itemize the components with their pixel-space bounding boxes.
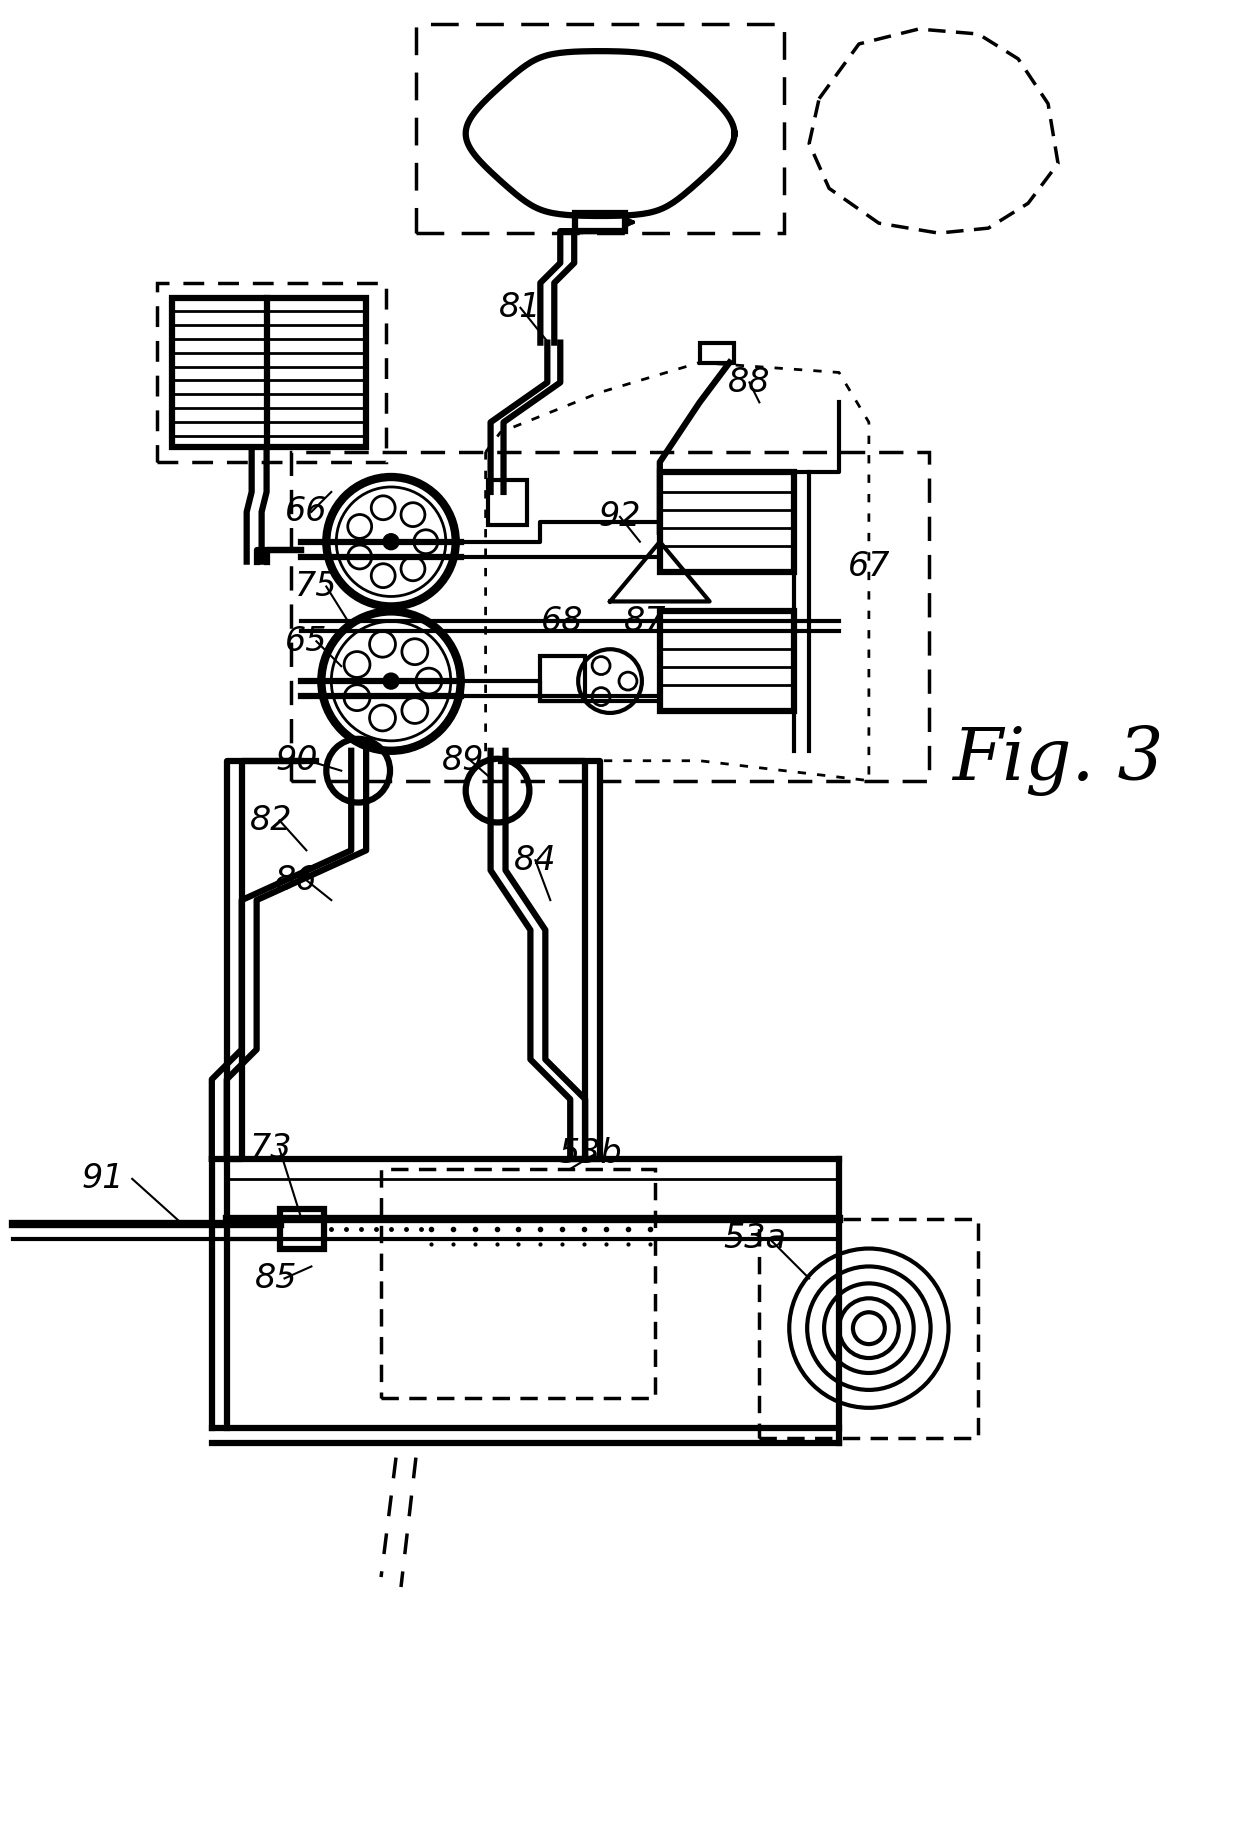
Circle shape xyxy=(383,673,399,689)
Text: 73: 73 xyxy=(250,1133,293,1166)
Text: 89: 89 xyxy=(441,745,484,778)
Bar xyxy=(487,480,527,525)
Bar xyxy=(415,24,784,233)
Text: 85: 85 xyxy=(255,1262,298,1295)
Bar xyxy=(759,1218,978,1438)
Text: 84: 84 xyxy=(515,845,557,876)
Text: Fig. 3: Fig. 3 xyxy=(952,724,1164,796)
Text: 68: 68 xyxy=(541,604,584,638)
Text: 88: 88 xyxy=(728,366,771,399)
Bar xyxy=(279,1209,325,1249)
Bar xyxy=(172,298,366,447)
Text: 53a: 53a xyxy=(723,1222,786,1255)
Text: 82: 82 xyxy=(250,804,293,837)
Text: 90: 90 xyxy=(275,745,317,778)
Text: 53b: 53b xyxy=(558,1138,622,1170)
Bar xyxy=(660,471,794,571)
Bar xyxy=(157,283,386,462)
Text: 66: 66 xyxy=(285,495,327,529)
Text: 67: 67 xyxy=(848,551,890,584)
Text: 92: 92 xyxy=(599,501,641,534)
Circle shape xyxy=(383,534,399,549)
Text: 81: 81 xyxy=(500,292,542,323)
Text: 87: 87 xyxy=(624,604,666,638)
Text: 75: 75 xyxy=(295,569,337,602)
Bar xyxy=(660,612,794,711)
Text: 91: 91 xyxy=(81,1162,124,1196)
Text: 86: 86 xyxy=(275,863,317,896)
Text: 65: 65 xyxy=(285,625,327,658)
Bar xyxy=(291,453,929,780)
Bar xyxy=(575,213,625,231)
Bar xyxy=(541,656,585,700)
Bar xyxy=(699,342,734,362)
Bar xyxy=(381,1170,655,1397)
